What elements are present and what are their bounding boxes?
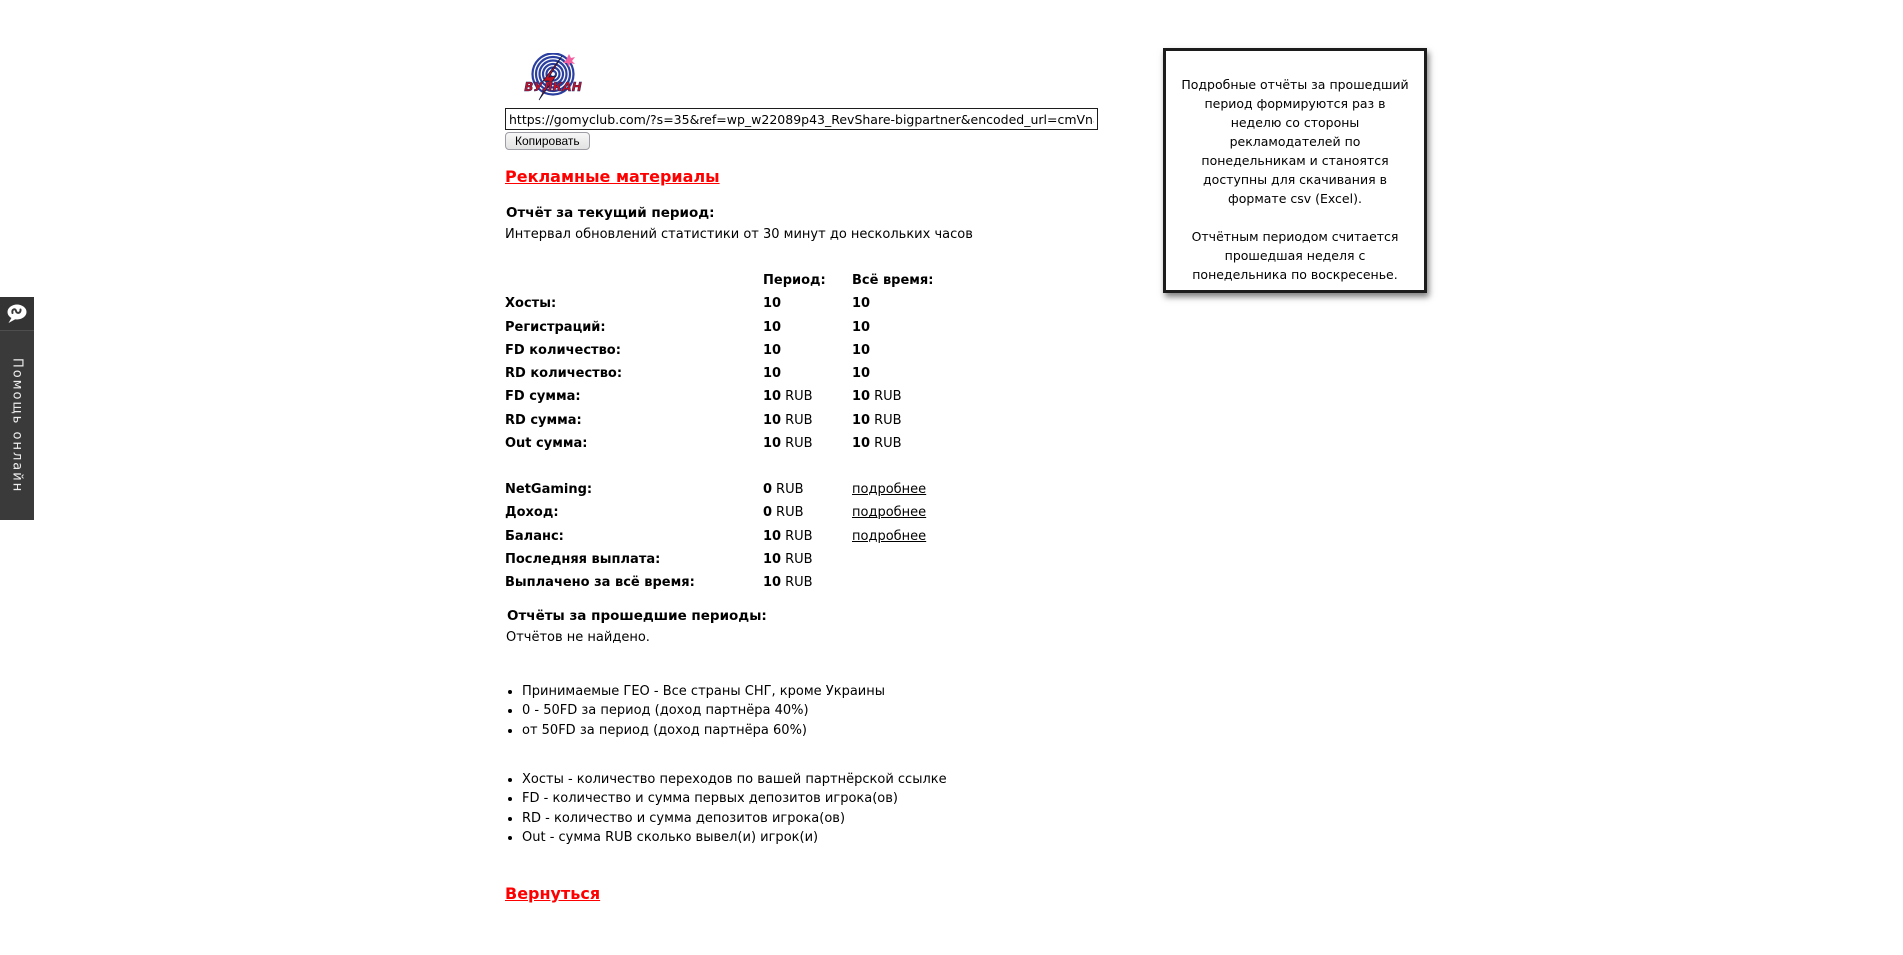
stat-label: FD сумма: <box>505 389 581 405</box>
stat-period-value: 10 RUB <box>763 436 813 452</box>
copy-button[interactable]: Копировать <box>505 132 590 150</box>
stat-alltime-value: 10 RUB <box>852 412 902 428</box>
past-reports-title: Отчёты за прошедшие периоды: <box>507 608 767 624</box>
stat-alltime-value: 10 RUB <box>852 436 902 452</box>
definition-item: RD - количество и сумма депозитов игрока… <box>522 809 947 828</box>
total-value: 10 RUB <box>763 551 813 567</box>
details-link[interactable]: подробнее <box>852 482 927 497</box>
stat-label: FD количество: <box>505 342 621 358</box>
referral-url-input[interactable] <box>505 108 1098 130</box>
current-report-subtitle: Интервал обновлений статистики от 30 мин… <box>505 227 973 242</box>
stat-period-value: 10 RUB <box>763 389 813 405</box>
info-paragraph-1: Подробные отчёты за прошедший период фор… <box>1181 77 1409 206</box>
stat-alltime-value: 10 RUB <box>852 389 902 405</box>
help-online-label: Помощь онлайн <box>9 358 25 494</box>
details-link[interactable]: подробнее <box>852 528 927 544</box>
stats-col-alltime: Всё время: <box>852 273 934 288</box>
terms-list: Принимаемые ГЕО - Все страны СНГ, кроме … <box>505 682 885 740</box>
weekly-reports-info-box: Подробные отчёты за прошедший период фор… <box>1163 48 1427 293</box>
stat-label: Out сумма: <box>505 436 588 452</box>
stat-period-value: 10 <box>763 319 782 335</box>
terms-item: 0 - 50FD за период (доход партнёра 40%) <box>522 701 885 720</box>
stat-period-value: 10 <box>763 366 782 382</box>
current-report-title: Отчёт за текущий период: <box>506 205 715 221</box>
vulkan-logo-text: ВУЛКАН <box>524 80 582 94</box>
stat-period-value: 10 <box>763 296 782 312</box>
totals-table: NetGaming: 0 RUB подробнее Доход: 0 RUB по… <box>505 482 1022 598</box>
terms-item: от 50FD за период (доход партнёра 60%) <box>522 721 885 740</box>
back-link[interactable]: Вернуться <box>505 884 601 903</box>
definition-item: Хосты - количество переходов по вашей па… <box>522 770 947 789</box>
vulkan-logo: ВУЛКАН <box>522 52 585 101</box>
total-label: Баланс: <box>505 528 564 544</box>
definition-item: Out - сумма RUB сколько вывел(и) игрок(и… <box>522 828 947 847</box>
stats-table: Период: Всё время: Хосты: 10 10 Регистра… <box>505 273 1022 459</box>
total-label: NetGaming: <box>505 482 593 497</box>
total-value: 0 RUB <box>763 482 804 497</box>
chat-bubble-icon[interactable] <box>0 297 34 331</box>
details-link[interactable]: подробнее <box>852 505 927 521</box>
promo-materials-link[interactable]: Рекламные материалы <box>505 167 720 186</box>
stat-label: Регистраций: <box>505 319 606 335</box>
total-label: Выплачено за всё время: <box>505 575 695 591</box>
chat-bubble-icon-svg <box>7 304 27 323</box>
total-label: Последняя выплата: <box>505 551 661 567</box>
stat-alltime-value: 10 <box>852 366 871 382</box>
stat-period-value: 10 RUB <box>763 412 813 428</box>
stat-alltime-value: 10 <box>852 319 871 335</box>
stat-label: RD количество: <box>505 366 623 382</box>
info-paragraph-2: Отчётным периодом считается прошедшая не… <box>1191 229 1399 282</box>
definition-item: FD - количество и сумма первых депозитов… <box>522 789 947 808</box>
total-value: 10 RUB <box>763 528 813 544</box>
stat-alltime-value: 10 <box>852 296 871 312</box>
stat-alltime-value: 10 <box>852 342 871 358</box>
stat-label: Хосты: <box>505 296 557 312</box>
stat-period-value: 10 <box>763 342 782 358</box>
total-label: Доход: <box>505 505 559 521</box>
total-value: 0 RUB <box>763 505 804 521</box>
stat-label: RD сумма: <box>505 412 582 428</box>
past-reports-empty: Отчётов не найдено. <box>506 630 650 645</box>
terms-item: Принимаемые ГЕО - Все страны СНГ, кроме … <box>522 682 885 701</box>
stats-col-period: Период: <box>763 273 826 288</box>
definitions-list: Хосты - количество переходов по вашей па… <box>505 770 947 847</box>
help-online-tab[interactable]: Помощь онлайн <box>0 297 34 520</box>
total-value: 10 RUB <box>763 575 813 591</box>
